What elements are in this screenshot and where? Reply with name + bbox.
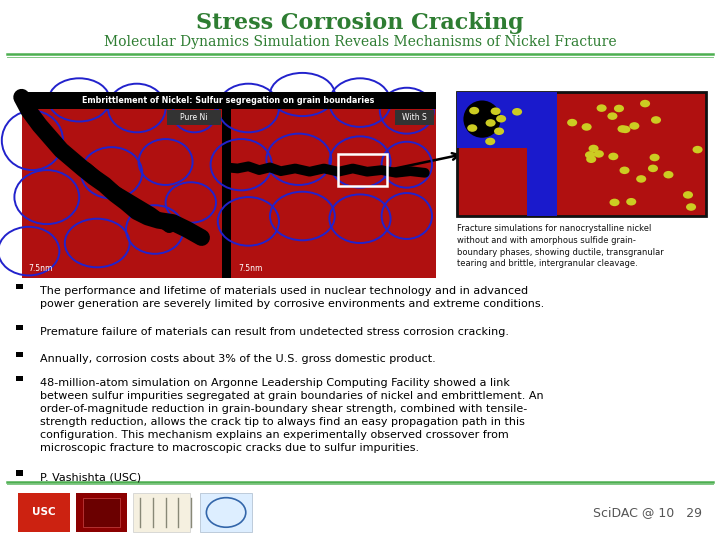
Text: With S: With S	[402, 113, 427, 122]
Circle shape	[693, 146, 703, 153]
Circle shape	[567, 119, 577, 126]
Bar	[16, 352, 23, 357]
Bar	[16, 325, 23, 330]
Circle shape	[621, 126, 631, 133]
Text: The performance and lifetime of materials used in nuclear technology and in adva: The performance and lifetime of material…	[40, 286, 544, 309]
Circle shape	[496, 115, 506, 123]
Text: Fracture simulations for nanocrystalline nickel
without and with amorphous sulfi: Fracture simulations for nanocrystalline…	[457, 224, 664, 268]
Circle shape	[597, 104, 607, 112]
Circle shape	[626, 198, 636, 206]
Bar	[16, 470, 23, 476]
Circle shape	[649, 154, 660, 161]
Circle shape	[490, 107, 500, 115]
Bar	[76, 493, 127, 532]
Circle shape	[648, 165, 658, 172]
Bar	[22, 92, 222, 278]
Text: Molecular Dynamics Simulation Reveals Mechanisms of Nickel Fracture: Molecular Dynamics Simulation Reveals Me…	[104, 35, 616, 49]
Circle shape	[585, 151, 595, 159]
Circle shape	[609, 199, 619, 206]
Circle shape	[618, 125, 628, 133]
Circle shape	[608, 112, 618, 120]
Circle shape	[683, 191, 693, 199]
Text: Embrittlement of Nickel: Sulfur segregation on grain boundaries: Embrittlement of Nickel: Sulfur segregat…	[82, 96, 375, 105]
Bar	[22, 92, 436, 278]
Bar	[18, 493, 70, 532]
Circle shape	[614, 105, 624, 112]
Circle shape	[485, 138, 495, 145]
Bar	[16, 284, 23, 289]
Ellipse shape	[464, 100, 500, 138]
Circle shape	[619, 166, 629, 174]
Bar	[457, 92, 706, 216]
Bar	[22, 92, 436, 109]
Circle shape	[469, 107, 480, 114]
Bar	[133, 493, 190, 532]
Text: Premature failure of materials can result from undetected stress corrosion crack: Premature failure of materials can resul…	[40, 327, 508, 337]
Bar	[83, 498, 120, 526]
Circle shape	[582, 123, 592, 131]
Text: 48-million-atom simulation on Argonne Leadership Computing Facility showed a lin: 48-million-atom simulation on Argonne Le…	[40, 378, 543, 453]
Text: Stress Corrosion Cracking: Stress Corrosion Cracking	[196, 12, 524, 33]
Circle shape	[651, 116, 661, 124]
Circle shape	[494, 127, 504, 135]
Bar	[16, 376, 23, 381]
Text: P. Vashishta (USC): P. Vashishta (USC)	[40, 472, 140, 483]
Circle shape	[608, 153, 618, 160]
Circle shape	[629, 122, 639, 130]
Text: 7.5nm: 7.5nm	[238, 264, 262, 273]
Circle shape	[485, 119, 495, 127]
Circle shape	[512, 108, 522, 116]
Circle shape	[467, 124, 477, 132]
Bar	[457, 92, 527, 147]
Text: 7.5nm: 7.5nm	[29, 264, 53, 273]
FancyBboxPatch shape	[527, 92, 557, 216]
Text: Annually, corrosion costs about 3% of the U.S. gross domestic product.: Annually, corrosion costs about 3% of th…	[40, 354, 436, 364]
Text: USC: USC	[32, 508, 55, 517]
Circle shape	[663, 171, 673, 179]
Bar	[200, 493, 252, 532]
Bar	[395, 110, 434, 125]
Circle shape	[640, 100, 650, 107]
Circle shape	[636, 175, 647, 183]
Text: SciDAC @ 10   29: SciDAC @ 10 29	[593, 506, 702, 519]
Circle shape	[588, 145, 598, 152]
Bar	[338, 154, 387, 186]
Bar	[167, 110, 221, 125]
Circle shape	[594, 150, 604, 158]
Circle shape	[686, 203, 696, 211]
Text: Pure Ni: Pure Ni	[180, 113, 207, 122]
Circle shape	[586, 156, 596, 163]
Bar	[230, 92, 436, 278]
